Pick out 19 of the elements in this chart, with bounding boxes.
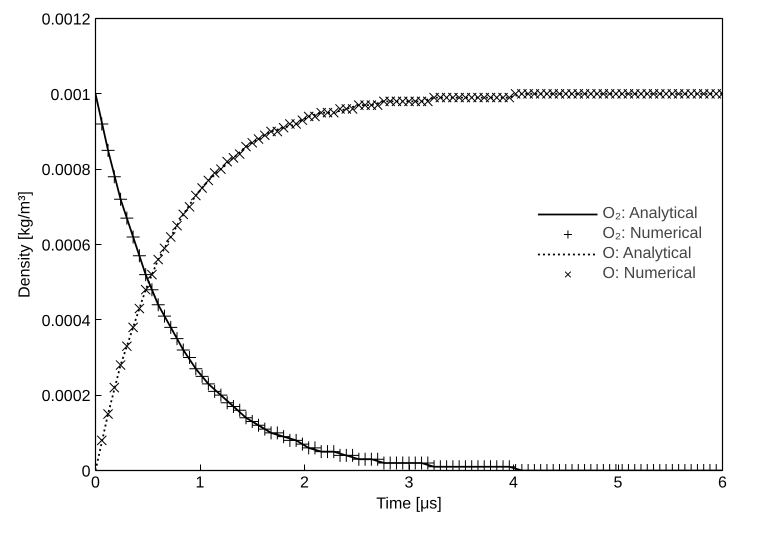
y-tick-label: 0.001 bbox=[50, 86, 91, 104]
y-tick-label: 0.0006 bbox=[42, 238, 91, 254]
y-axis-title: Density [kg/m³] bbox=[16, 191, 34, 298]
y-tick-label: 0.0002 bbox=[42, 388, 91, 406]
legend-label: O₂: Numerical bbox=[602, 224, 702, 244]
x-tick-label: 5 bbox=[614, 474, 623, 492]
x-tick-label: 1 bbox=[196, 474, 205, 492]
y-tick-label: 0.0004 bbox=[42, 312, 91, 330]
y-tick-label: 0 bbox=[82, 464, 91, 480]
y-tick-label: 0.0012 bbox=[42, 12, 91, 28]
legend-label: O: Analytical bbox=[602, 244, 692, 264]
y-tick-label: 0.0008 bbox=[42, 162, 91, 180]
x-tick-label: 3 bbox=[404, 474, 414, 492]
x-tick-label: 4 bbox=[509, 474, 518, 492]
x-tick-label: 6 bbox=[718, 474, 728, 492]
legend-label: O: Numerical bbox=[602, 264, 696, 284]
x-axis-title: Time [μs] bbox=[376, 496, 442, 512]
x-tick-label: 2 bbox=[300, 474, 310, 492]
legend-label: O₂: Analytical bbox=[602, 204, 698, 224]
